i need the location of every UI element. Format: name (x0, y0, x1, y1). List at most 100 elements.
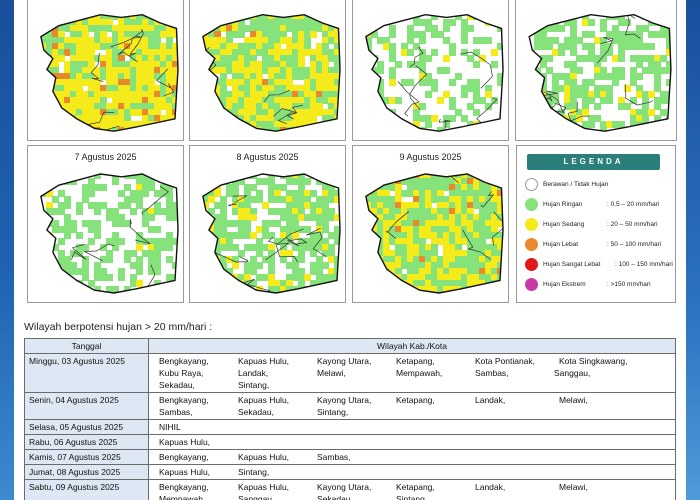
rainfall-map (40, 173, 179, 294)
date-cell: Kamis, 07 Agustus 2025 (24, 449, 149, 465)
legend-range: : >150 mm/hari (607, 281, 651, 288)
column-header-date: Tanggal (24, 338, 149, 354)
regions-cell: Bengkayang, Kapuas Hulu, Kayong Utara, Keta… (148, 479, 676, 500)
right-edge-band (686, 0, 700, 500)
region-name: Sekadau, (317, 494, 353, 500)
map-date: 7 Agustus 2025 (74, 152, 137, 162)
regions-cell: Bengkayang, Kapuas Hulu, Kayong Utara, Keta… (148, 392, 676, 420)
region-name: Kota Pontianak, (475, 356, 536, 366)
table-row: Sabtu, 09 Agustus 2025 Bengkayang, Kapuas … (24, 479, 676, 500)
left-edge-band (0, 0, 14, 500)
table-row: Minggu, 03 Agustus 2025 Bengkayang, Kapuas… (24, 353, 676, 393)
map-panel (515, 0, 677, 141)
legend-label: Hujan Sedang (543, 221, 585, 228)
legend-range: : 50 – 100 mm/hari (607, 241, 662, 248)
region-name: Mempawah, (159, 494, 206, 500)
date-cell: Sabtu, 09 Agustus 2025 (24, 479, 149, 500)
legend-title: LEGENDA (527, 154, 660, 170)
legend-label: Hujan Lebat (543, 241, 579, 248)
region-name: Sintang, (238, 380, 270, 390)
region-name: Sekadau, (159, 380, 195, 390)
table-row: Kamis, 07 Agustus 2025 Bengkayang, Kapuas … (24, 449, 676, 465)
region-name: Sanggau, (238, 494, 275, 500)
rainfall-regions-table: Tanggal Wilayah Kab./Kota Minggu, 03 Agu… (24, 338, 676, 500)
regions-cell: Kapuas Hulu, Sintang, (148, 464, 676, 480)
region-name: Kubu Raya, (159, 368, 204, 378)
region-name: Sintang, (238, 467, 270, 477)
legend-label: Hujan Ringan (543, 201, 583, 208)
section-title: Wilayah berpotensi hujan > 20 mm/hari : (24, 321, 213, 333)
map-date: 8 Agustus 2025 (236, 152, 299, 162)
region-name: Melawi, (559, 482, 588, 492)
region-name: Bengkayang, (159, 482, 209, 492)
legend-swatch (525, 258, 538, 271)
map-panel-9-agustus: 9 Agustus 2025 (352, 145, 509, 303)
rainfall-map (40, 13, 179, 132)
region-name: Kota Singkawang, (559, 356, 628, 366)
legend-swatch (525, 218, 538, 231)
table-row: Rabu, 06 Agustus 2025 Kapuas Hulu, (24, 434, 676, 450)
legend-range: : 20 – 50 mm/hari (607, 221, 658, 228)
legend-label: Berawan / Tidak Hujan (543, 181, 609, 188)
table-row: Senin, 04 Agustus 2025 Bengkayang, Kapuas … (24, 392, 676, 420)
map-date: 9 Agustus 2025 (399, 152, 462, 162)
region-name: Ketapang, (396, 395, 435, 405)
region-name: Kayong Utara, (317, 482, 372, 492)
regions-cell: Kapuas Hulu, (148, 434, 676, 450)
region-name: Sanggau, (554, 368, 591, 378)
region-name: Kapuas Hulu, (238, 482, 290, 492)
legend-label: Hujan Sangat Lebat (543, 261, 601, 268)
legend-range: : 0.5 – 20 mm/hari (607, 201, 660, 208)
region-name: Sintang, (317, 407, 349, 417)
date-cell: Senin, 04 Agustus 2025 (24, 392, 149, 420)
date-cell: Jumat, 08 Agustus 2025 (24, 464, 149, 480)
regions-cell: NIHIL (148, 419, 676, 435)
region-name: Melawi, (559, 395, 588, 405)
table-row: Selasa, 05 Agustus 2025 NIHIL (24, 419, 676, 435)
region-name: Sambas, (317, 452, 351, 462)
regions-cell: Bengkayang, Kapuas Hulu, Kayong Utara, Keta… (148, 353, 676, 393)
column-header-regions: Wilayah Kab./Kota (148, 338, 676, 354)
date-cell: Minggu, 03 Agustus 2025 (24, 353, 149, 393)
legend-range: : 100 – 150 mm/hari (615, 261, 673, 268)
map-panel-7-agustus: 7 Agustus 2025 (27, 145, 184, 303)
region-name: Landak, (238, 368, 269, 378)
region-name: Kapuas Hulu, (238, 452, 290, 462)
regions-cell: Bengkayang, Kapuas Hulu, Sambas, (148, 449, 676, 465)
legend-swatch (525, 278, 538, 291)
rainfall-map (202, 13, 341, 132)
region-name: Kapuas Hulu, (238, 395, 290, 405)
region-name: Kayong Utara, (317, 395, 372, 405)
region-name: Kapuas Hulu, (238, 356, 290, 366)
region-name: Ketapang, (396, 356, 435, 366)
region-name: Sekadau, (238, 407, 274, 417)
region-name: Kapuas Hulu, (159, 467, 211, 477)
region-name: Bengkayang, (159, 395, 209, 405)
table-row: Jumat, 08 Agustus 2025 Kapuas Hulu, Sintan… (24, 464, 676, 480)
region-name: NIHIL (159, 422, 181, 432)
rainfall-map (365, 173, 504, 294)
date-cell: Rabu, 06 Agustus 2025 (24, 434, 149, 450)
legend-swatch (525, 178, 538, 191)
region-name: Kapuas Hulu, (159, 437, 211, 447)
region-name: Bengkayang, (159, 356, 209, 366)
date-cell: Selasa, 05 Agustus 2025 (24, 419, 149, 435)
region-name: Landak, (475, 395, 506, 405)
region-name: Bengkayang, (159, 452, 209, 462)
legend-swatch (525, 198, 538, 211)
rainfall-map (528, 13, 672, 132)
legend: LEGENDA Berawan / Tidak Hujan Hujan Ringa… (516, 145, 676, 303)
rainfall-map (202, 173, 341, 294)
region-name: Sambas, (475, 368, 509, 378)
map-panel (352, 0, 509, 141)
legend-label: Hujan Ekstrem (543, 281, 586, 288)
region-name: Ketapang, (396, 482, 435, 492)
region-name: Sambas, (159, 407, 193, 417)
region-name: Landak, (475, 482, 506, 492)
rainfall-map (365, 13, 504, 132)
region-name: Sintang, (396, 494, 428, 500)
region-name: Kayong Utara, (317, 356, 372, 366)
region-name: Melawi, (317, 368, 346, 378)
map-panel (27, 0, 184, 141)
map-panel (189, 0, 346, 141)
